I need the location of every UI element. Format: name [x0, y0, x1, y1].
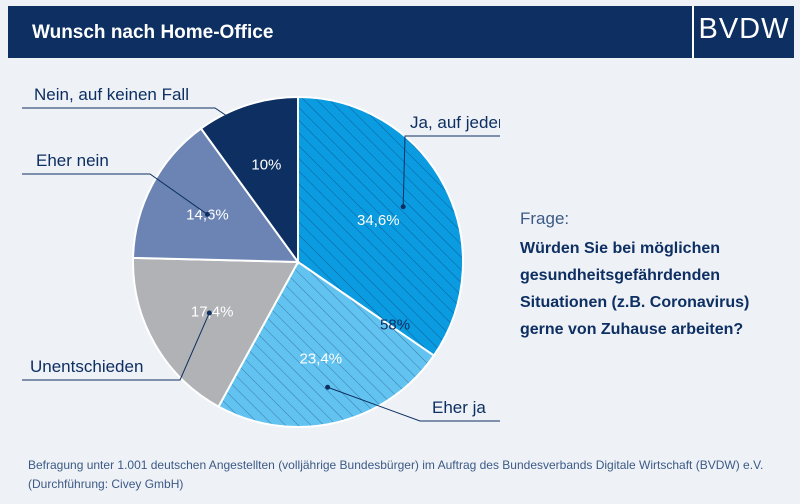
- callout-label-unentschieden: Unentschieden: [30, 357, 143, 376]
- callout-leader-line: [22, 312, 210, 381]
- callout-label-eher-ja: Eher ja: [432, 398, 486, 417]
- pie-chart: 34,6%23,4%17,4%14,6%10%58% Ja, auf jeden…: [22, 85, 500, 428]
- pie-slices: [132, 95, 464, 428]
- question-text: Würden Sie bei möglichen gesundheitsgefä…: [520, 240, 750, 338]
- pie-slice-eher-nein: [132, 127, 300, 264]
- bvdw-logo: BVDW: [692, 6, 794, 58]
- callout-leader-line: [22, 107, 258, 137]
- slice-value-label: 10%: [251, 157, 281, 174]
- logo-text: BVDW: [698, 13, 790, 45]
- callout-label-ja-auf-jeden-fall: Ja, auf jeden Fall: [410, 113, 500, 132]
- pie-slice-unentschieden: [132, 256, 300, 408]
- slice-value-label: 34,6%: [357, 212, 400, 229]
- slice-value-label: 17,4%: [191, 303, 234, 320]
- callout-leader-line: [327, 386, 500, 422]
- pie-slice-nein-auf-keinen-fall: [199, 95, 299, 266]
- callout-label-eher-nein: Eher nein: [36, 151, 109, 170]
- callout-label-nein-auf-keinen-fall: Nein, auf keinen Fall: [34, 85, 189, 104]
- pie-slice-ja-auf-jeden-fall: [297, 95, 464, 357]
- footnote: Befragung unter 1.001 deutschen Angestel…: [28, 458, 764, 491]
- pie-callouts: Ja, auf jeden Fall Eher ja Unentschieden Eh…: [22, 85, 500, 422]
- callout-leader-line: [402, 135, 500, 207]
- chart-title: Wunsch nach Home-Office: [32, 22, 274, 43]
- slice-value-label: 23,4%: [300, 350, 343, 367]
- header-bar: Wunsch nach Home-Office: [8, 6, 692, 58]
- combined-annotation-label: 58%: [380, 317, 410, 334]
- pie-slice-eher-ja: [217, 260, 436, 428]
- question-caption: Frage:: [520, 209, 570, 228]
- callout-leader-line: [22, 173, 208, 215]
